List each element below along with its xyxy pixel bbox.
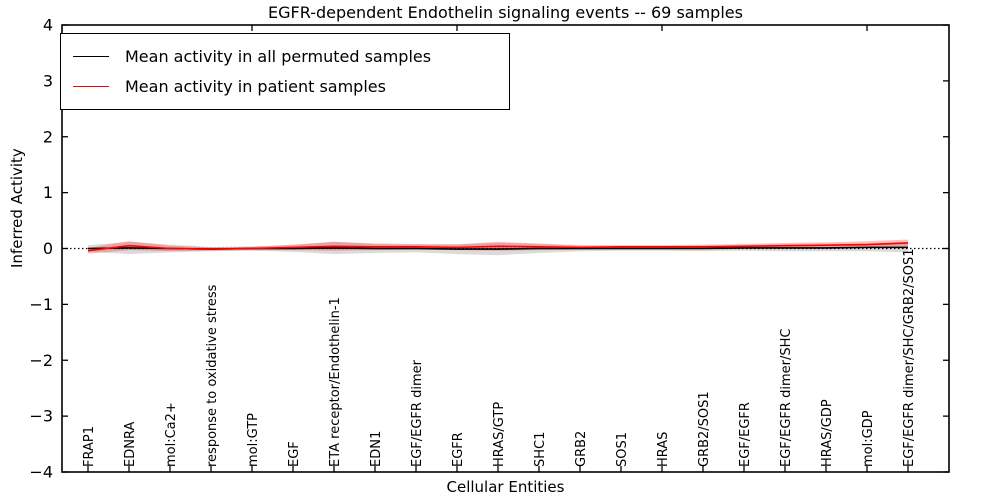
patient-line-swatch bbox=[73, 85, 109, 87]
legend-entry-patient: Mean activity in patient samples bbox=[73, 71, 499, 101]
x-tick-label: SOS1 bbox=[615, 432, 630, 467]
x-tick-label: response to oxidative stress bbox=[205, 284, 220, 467]
x-tick-label: HRAS/GTP bbox=[492, 402, 507, 467]
legend-entry-permuted: Mean activity in all permuted samples bbox=[73, 41, 499, 71]
chart-title: EGFR-dependent Endothelin signaling even… bbox=[268, 3, 743, 22]
x-tick-label: mol:GTP bbox=[246, 413, 261, 467]
legend-label-patient: Mean activity in patient samples bbox=[125, 76, 386, 96]
y-tick-label: 1 bbox=[43, 183, 53, 202]
y-axis-label: Inferred Activity bbox=[8, 148, 26, 268]
x-tick-label: EGF/EGFR dimer/SHC/GRB2/SOS1 bbox=[902, 249, 917, 468]
x-tick-label: HRAS/GDP bbox=[820, 399, 835, 467]
y-tick-label: −3 bbox=[29, 407, 53, 426]
patient-mean-line bbox=[87, 242, 909, 252]
legend-box: Mean activity in all permuted samples Me… bbox=[60, 33, 510, 110]
x-tick-label: EGF/EGFR dimer/SHC bbox=[779, 329, 794, 467]
y-tick-label: 2 bbox=[43, 127, 53, 146]
y-tick-label: −1 bbox=[29, 295, 53, 314]
x-tick-label: EDN1 bbox=[369, 431, 384, 467]
x-tick-label: mol:Ca2+ bbox=[164, 402, 179, 467]
x-tick-label: FRAP1 bbox=[82, 426, 97, 467]
y-tick-label: 4 bbox=[43, 16, 53, 35]
x-tick-label: EGF bbox=[287, 441, 302, 467]
x-tick-label: EGF/EGFR dimer bbox=[410, 359, 425, 467]
x-axis-label: Cellular Entities bbox=[446, 478, 565, 496]
x-tick-label: EDNRA bbox=[123, 422, 138, 467]
y-tick-label: 3 bbox=[43, 71, 53, 90]
x-tick-label: GRB2 bbox=[574, 431, 589, 467]
x-tick-label: EGFR bbox=[451, 432, 466, 467]
y-tick-label: −2 bbox=[29, 351, 53, 370]
x-tick-label: ETA receptor/Endothelin-1 bbox=[328, 297, 343, 467]
y-tick-label: 0 bbox=[43, 239, 53, 258]
permuted-line-swatch bbox=[73, 55, 109, 57]
x-tick-label: EGF/EGFR bbox=[738, 402, 753, 467]
y-tick-label: −4 bbox=[29, 463, 53, 482]
x-tick-label: SHC1 bbox=[533, 432, 548, 467]
x-tick-label: GRB2/SOS1 bbox=[697, 391, 712, 467]
legend-label-permuted: Mean activity in all permuted samples bbox=[125, 46, 432, 66]
x-tick-label: mol:GDP bbox=[861, 410, 876, 467]
x-tick-label: HRAS bbox=[656, 432, 671, 467]
